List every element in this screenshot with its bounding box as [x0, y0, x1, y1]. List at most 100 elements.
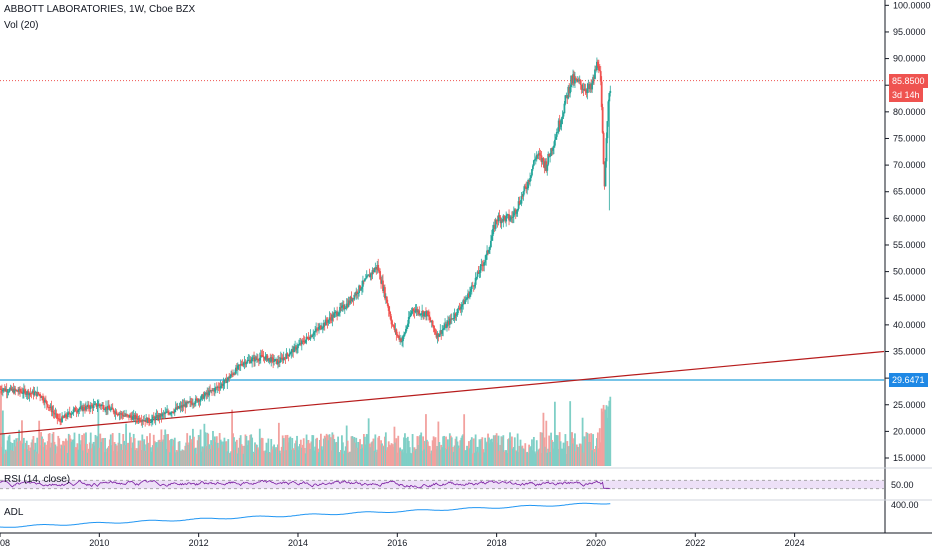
volume-bar: [40, 432, 42, 466]
candle-body: [419, 314, 422, 315]
candle-body: [605, 138, 608, 162]
volume-bar: [349, 451, 352, 466]
candle-body: [528, 180, 531, 182]
candle-body: [457, 307, 460, 310]
candle-body: [202, 394, 205, 399]
candle-body: [333, 313, 336, 318]
volume-bar: [386, 447, 389, 466]
candle-body: [325, 319, 328, 322]
horizontal-level-badge: 29.6471: [889, 373, 928, 387]
volume-bar: [151, 445, 154, 466]
volume-bar: [243, 445, 246, 466]
volume-bar: [408, 447, 411, 466]
candle-body: [363, 279, 366, 282]
volume-bar: [516, 433, 519, 466]
volume-bar: [134, 450, 137, 466]
volume-bar: [567, 446, 570, 466]
volume-bar: [12, 450, 15, 466]
candle-body: [10, 387, 13, 391]
candle-body: [87, 404, 90, 408]
candle-body: [261, 355, 264, 357]
volume-bar: [483, 452, 486, 466]
volume-bar: [341, 435, 343, 466]
candle-body: [362, 280, 364, 287]
candle-body: [342, 304, 345, 309]
candle-body: [65, 416, 68, 418]
candle-body: [467, 293, 469, 299]
volume-bar: [109, 434, 112, 466]
volume-bar: [247, 440, 250, 466]
volume-bar: [157, 440, 160, 466]
candle-body: [275, 359, 277, 360]
volume-bar: [58, 438, 61, 466]
candle-body: [302, 340, 305, 343]
candle-body: [526, 188, 529, 190]
adl-pane-title[interactable]: ADL: [4, 507, 24, 518]
candle-body: [404, 332, 406, 335]
y-tick-label: 15.0000: [893, 453, 926, 463]
volume-bar: [277, 422, 280, 466]
candle-body: [255, 357, 257, 359]
symbol-title[interactable]: ABBOTT LABORATORIES, 1W, Cboe BZX: [4, 4, 196, 15]
candle-body: [17, 391, 20, 393]
volume-bar: [416, 436, 419, 466]
candle-body: [286, 353, 289, 355]
volume-bar: [115, 445, 118, 466]
candle-body: [292, 349, 295, 353]
candle-body: [159, 413, 162, 418]
volume-bar: [465, 450, 467, 466]
candle-body: [198, 399, 201, 402]
candle-body: [68, 412, 71, 414]
volume-bar: [238, 437, 241, 466]
volume-bar: [454, 438, 457, 466]
volume-bar: [173, 437, 176, 466]
candle-body: [521, 196, 524, 197]
candle-body: [478, 272, 481, 274]
volume-bar: [99, 433, 102, 466]
volume-bar: [34, 442, 37, 466]
candle-body: [66, 412, 69, 417]
candle-body: [108, 408, 111, 411]
candle-body: [411, 308, 414, 312]
volume-bar: [319, 433, 322, 466]
volume-bar: [259, 439, 262, 466]
volume-bar: [195, 453, 198, 466]
volume-bar: [482, 449, 485, 466]
volume-bar: [301, 444, 304, 466]
volume-bar: [87, 448, 90, 466]
volume-bar: [554, 434, 557, 466]
volume-bar: [144, 450, 147, 466]
volume-bar: [490, 438, 493, 466]
rsi-pane-title[interactable]: RSI (14, close): [4, 474, 71, 485]
volume-bar: [578, 443, 581, 466]
volume-label[interactable]: Vol (20): [4, 20, 39, 31]
candle-body: [248, 359, 251, 361]
candle-body: [532, 160, 535, 166]
candle-body: [320, 328, 323, 330]
volume-bar: [56, 446, 59, 466]
volume-bar: [385, 450, 388, 466]
candle-body: [155, 414, 158, 417]
candle-body: [554, 136, 557, 140]
candle-body: [49, 406, 52, 408]
volume-bar: [125, 423, 127, 466]
volume-bar: [405, 453, 408, 466]
candle-body: [163, 413, 166, 415]
candle-body: [436, 333, 439, 338]
volume-bar: [438, 442, 441, 466]
volume-bar: [400, 451, 403, 466]
candle-body: [322, 323, 325, 328]
volume-bar: [142, 441, 145, 466]
candle-body: [192, 403, 195, 405]
volume-bar: [371, 441, 374, 466]
volume-bar: [335, 441, 338, 466]
candle-body: [443, 327, 446, 329]
volume-bar: [396, 452, 399, 466]
candle-body: [135, 415, 138, 419]
volume-bar: [569, 401, 572, 466]
candle-body: [234, 373, 236, 375]
volume-bar: [434, 437, 437, 466]
candle-body: [392, 325, 395, 327]
candle-body: [192, 403, 194, 405]
